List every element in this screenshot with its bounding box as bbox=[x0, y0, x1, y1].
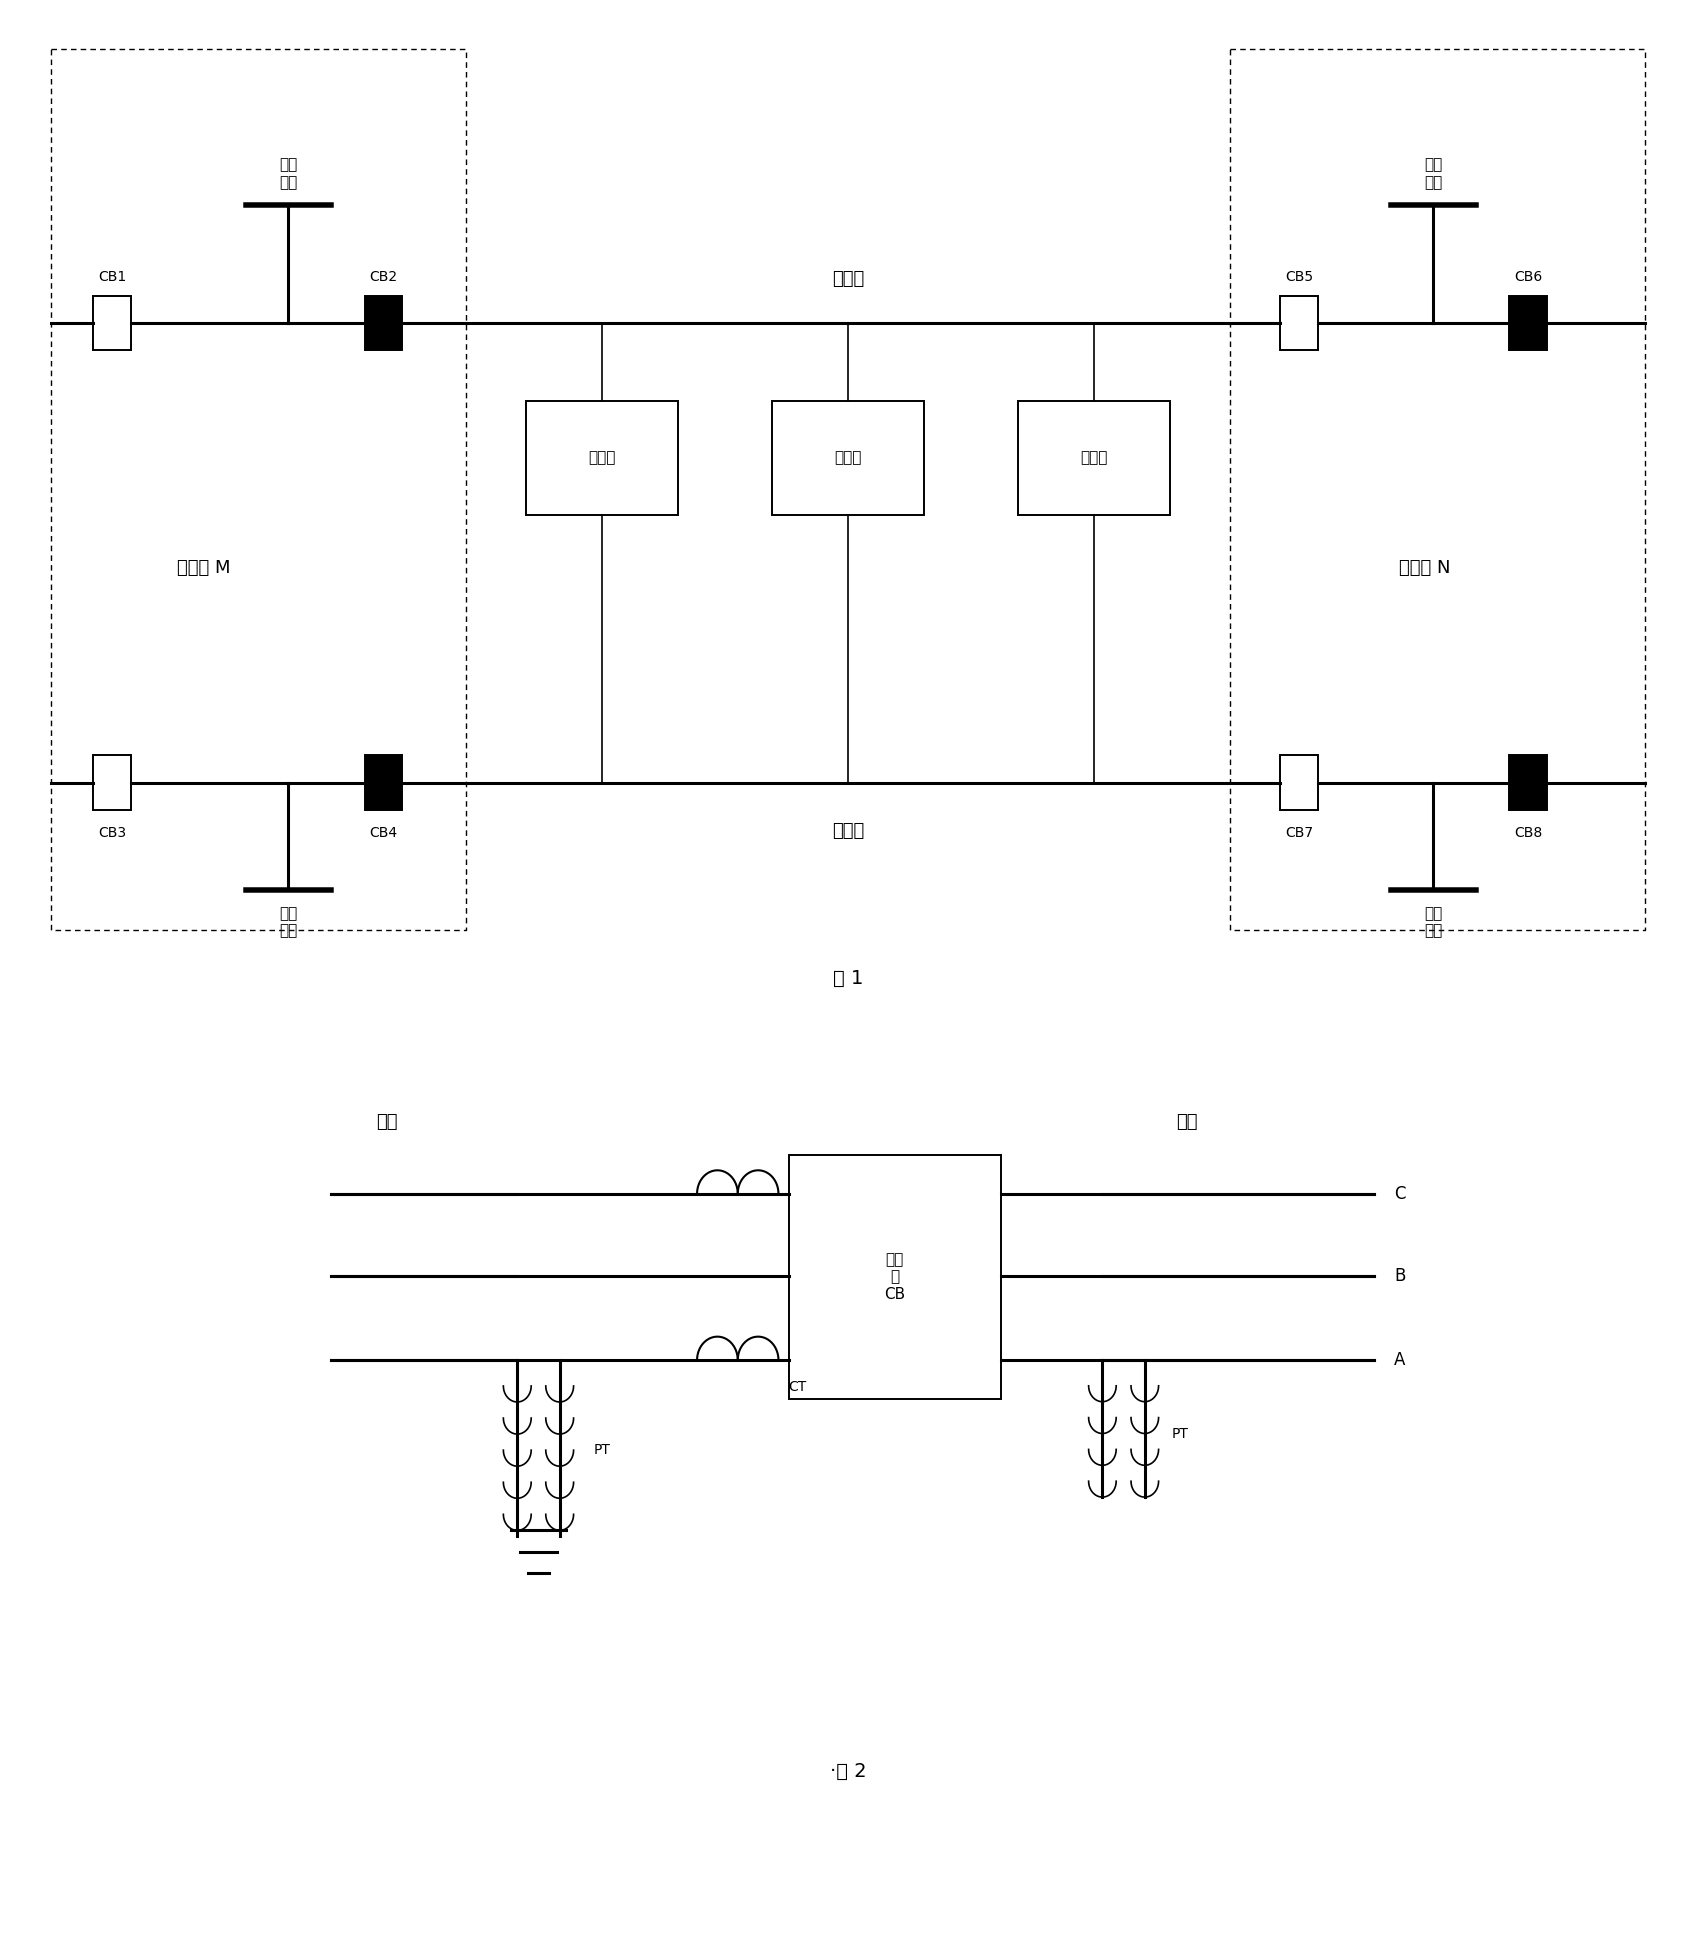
Text: CT: CT bbox=[789, 1380, 807, 1393]
Bar bbox=[772, 401, 924, 515]
Text: PT: PT bbox=[594, 1442, 611, 1458]
Text: CB2: CB2 bbox=[370, 270, 397, 284]
Text: CB1: CB1 bbox=[98, 270, 126, 284]
Text: CB5: CB5 bbox=[1286, 270, 1313, 284]
Text: 控制筱: 控制筱 bbox=[834, 450, 862, 466]
Text: 自闭线: 自闭线 bbox=[831, 270, 865, 288]
Text: 线路: 线路 bbox=[1177, 1114, 1197, 1131]
Bar bbox=[1509, 755, 1547, 810]
Text: CB3: CB3 bbox=[98, 826, 126, 840]
Text: PT: PT bbox=[1172, 1427, 1189, 1440]
Text: 控制筱: 控制筱 bbox=[589, 450, 616, 466]
Text: CB6: CB6 bbox=[1515, 270, 1542, 284]
Text: 控制筱: 控制筱 bbox=[1080, 450, 1107, 466]
Text: 配电室 N: 配电室 N bbox=[1399, 558, 1450, 577]
Bar bbox=[365, 755, 402, 810]
Bar bbox=[1018, 401, 1170, 515]
Text: CB7: CB7 bbox=[1286, 826, 1313, 840]
Bar bbox=[789, 1155, 1001, 1399]
Text: CB8: CB8 bbox=[1515, 826, 1542, 840]
Text: 电站: 电站 bbox=[377, 1114, 397, 1131]
Text: 断路
器
CB: 断路 器 CB bbox=[884, 1252, 906, 1301]
Text: 贯通线: 贯通线 bbox=[831, 822, 865, 840]
Text: 配电室 M: 配电室 M bbox=[176, 558, 231, 577]
Bar bbox=[526, 401, 678, 515]
Text: C: C bbox=[1394, 1184, 1406, 1204]
Bar bbox=[365, 296, 402, 350]
Bar bbox=[93, 296, 131, 350]
Text: 自闭
母线: 自闭 母线 bbox=[1425, 157, 1442, 190]
Text: 贯通
母线: 贯通 母线 bbox=[1425, 906, 1442, 939]
Text: 自闭
母线: 自闭 母线 bbox=[280, 157, 297, 190]
Bar bbox=[1509, 296, 1547, 350]
Text: A: A bbox=[1394, 1350, 1406, 1370]
Text: CB4: CB4 bbox=[370, 826, 397, 840]
Text: ·图 2: ·图 2 bbox=[829, 1761, 867, 1781]
Bar bbox=[1280, 296, 1318, 350]
Bar bbox=[93, 755, 131, 810]
Text: 图 1: 图 1 bbox=[833, 969, 863, 988]
Text: 贯通
母线: 贯通 母线 bbox=[280, 906, 297, 939]
Bar bbox=[1280, 755, 1318, 810]
Text: B: B bbox=[1394, 1266, 1406, 1286]
